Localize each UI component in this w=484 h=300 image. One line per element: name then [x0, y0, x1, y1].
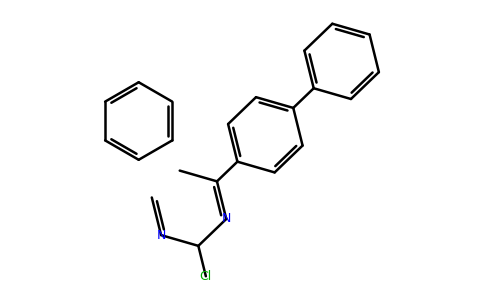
Text: Cl: Cl: [200, 270, 212, 283]
Text: N: N: [222, 212, 231, 226]
Text: N: N: [156, 229, 166, 242]
